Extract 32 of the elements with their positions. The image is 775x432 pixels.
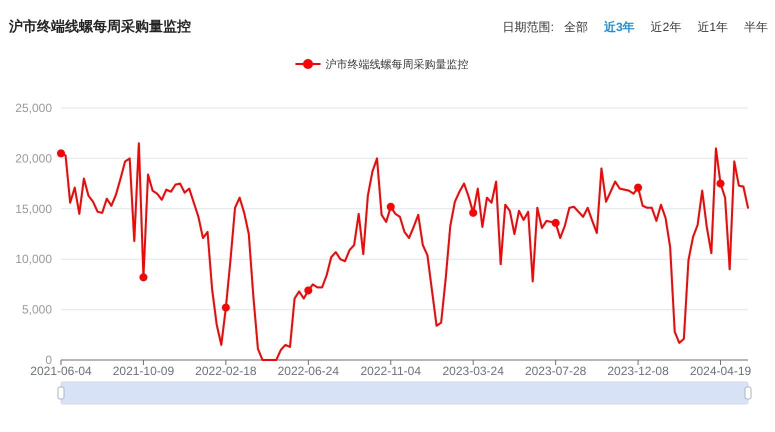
text: 日期范围: bbox=[502, 20, 554, 34]
text: 近3年 bbox=[602, 20, 635, 34]
point bbox=[386, 202, 395, 211]
x-tick-label: 2022-11-04 bbox=[360, 364, 422, 378]
point bbox=[304, 286, 312, 294]
y-tick-label: 10,000 bbox=[15, 252, 52, 266]
point bbox=[634, 184, 642, 192]
y-tick-label: 15,000 bbox=[15, 202, 52, 216]
x-tick-label: 2024-04-19 bbox=[690, 364, 752, 378]
x-tick-label: 2023-12-08 bbox=[607, 364, 670, 378]
legend-label: 沪市终端线螺每周采购量监控 bbox=[326, 58, 468, 71]
text: 近1年 bbox=[697, 20, 728, 34]
text: 半年 bbox=[744, 20, 768, 34]
x-tick-label: 2023-07-28 bbox=[524, 364, 587, 378]
x-tick-label: 2021-10-09 bbox=[112, 364, 174, 378]
x-tick-label: 2021-06-04 bbox=[30, 364, 92, 378]
point bbox=[222, 304, 230, 312]
y-tick-label: 0 bbox=[45, 353, 52, 367]
y-tick-label: 25,000 bbox=[15, 101, 52, 115]
text: 全部 bbox=[564, 20, 588, 34]
x-tick-label: 2022-06-24 bbox=[278, 364, 340, 378]
point bbox=[469, 208, 478, 217]
point bbox=[139, 273, 148, 282]
point bbox=[716, 180, 725, 188]
x-tick-label: 2022-02-18 bbox=[195, 364, 257, 378]
point bbox=[57, 149, 65, 158]
text: 近2年 bbox=[650, 20, 682, 34]
y-tick-label: 5,000 bbox=[22, 302, 52, 317]
chart-title: 沪市终端线螺每周采购量监控 bbox=[8, 18, 191, 34]
x-tick-label: 2023-03-24 bbox=[442, 364, 504, 378]
y-tick-label: 20,000 bbox=[15, 151, 52, 166]
point bbox=[552, 218, 560, 227]
